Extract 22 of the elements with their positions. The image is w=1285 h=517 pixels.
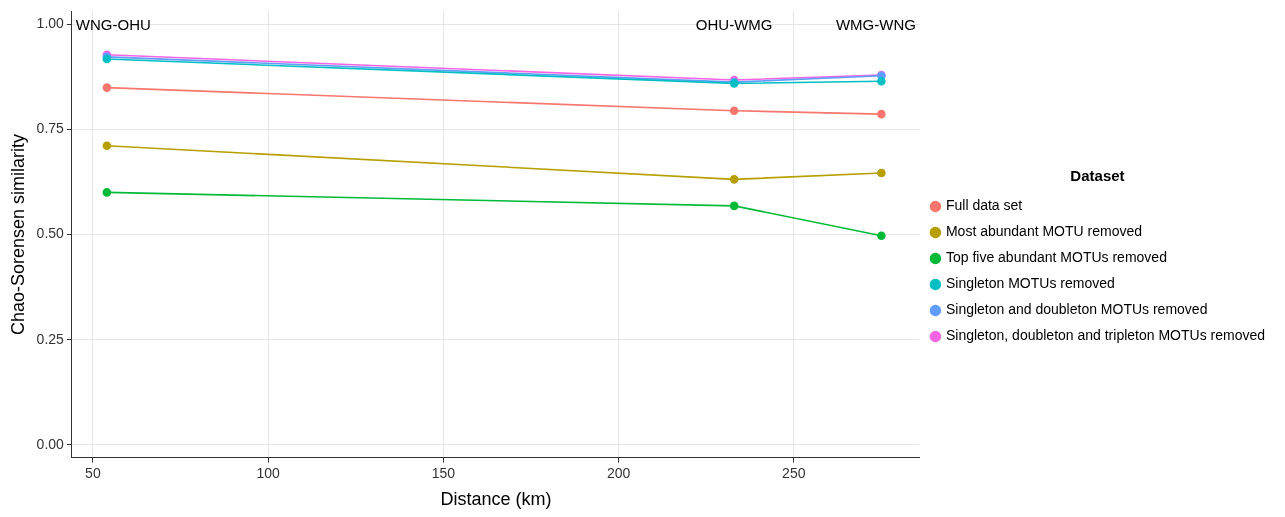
x-axis-title: Distance (km): [440, 489, 552, 510]
x-tick-label: 150: [431, 464, 456, 481]
y-tick-label: 0.50: [36, 225, 65, 242]
x-tick-label: 250: [782, 464, 806, 481]
x-tick-label: 100: [256, 464, 280, 481]
y-tick-label: 1.00: [36, 14, 65, 31]
legend-title: Dataset: [1070, 167, 1125, 185]
legend-label: Singleton, doubleton and tripleton MOTUs removed: [945, 327, 1266, 344]
annotation: WNG-OHU: [75, 15, 151, 33]
y-axis-title: Chao-Sorensen similarity: [7, 133, 28, 336]
annotation: OHU-WMG: [695, 15, 773, 33]
legend-label: Singleton MOTUs removed: [945, 275, 1115, 292]
legend-label: Full data set: [945, 197, 1023, 214]
y-tick-label: 0.75: [36, 120, 65, 137]
legend-label: Singleton and doubleton MOTUs removed: [945, 301, 1208, 318]
y-tick-label: 0.00: [36, 435, 65, 452]
y-tick-label: 0.25: [36, 330, 65, 347]
legend-label: Top five abundant MOTUs removed: [945, 249, 1167, 266]
legend-label: Most abundant MOTU removed: [945, 223, 1143, 240]
annotation: WMG-WNG: [835, 15, 916, 33]
x-tick-label: 200: [606, 464, 631, 481]
x-tick-label: 50: [85, 464, 101, 481]
